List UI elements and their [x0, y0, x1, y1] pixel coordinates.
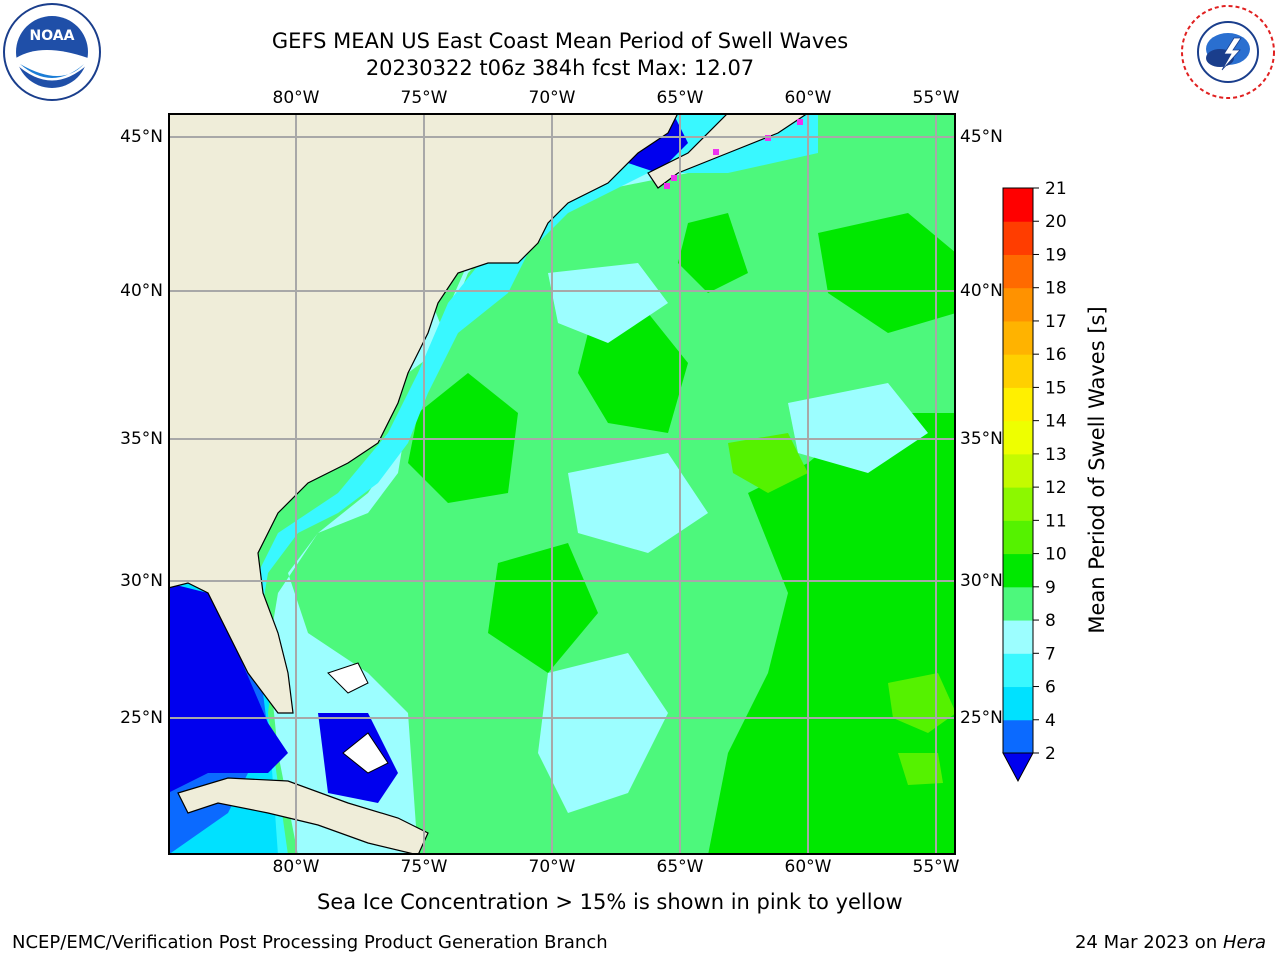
colorbar-swatch: [1003, 453, 1033, 488]
footer-host: Hera: [1222, 932, 1266, 953]
colorbar-swatch: [1003, 188, 1033, 222]
noaa-logo: NOAA: [2, 2, 102, 102]
sea-ice-marker: [664, 183, 670, 189]
colorbar-tick-label: 10: [1045, 545, 1067, 565]
colorbar-swatch: [1003, 387, 1033, 422]
colorbar-swatch: [1003, 487, 1033, 521]
colorbar-tick-label: 18: [1045, 279, 1067, 299]
sea-ice-marker: [797, 119, 803, 125]
contour-band-10-11-east: [708, 413, 956, 855]
footer-date-text: 24 Mar 2023 on: [1074, 932, 1223, 953]
lon-label-top: 70°W: [528, 88, 576, 108]
contour-band-8-9-b: [568, 453, 708, 553]
map-frame: [168, 113, 956, 855]
contour-band-11-12-a: [728, 433, 808, 493]
lat-label-right: 35°N: [960, 429, 1003, 449]
lon-label-top: 60°W: [784, 88, 832, 108]
contour-band-10-11-b: [578, 313, 688, 433]
contour-band-under-2-gulf: [168, 583, 288, 793]
colorbar-tick-label: 14: [1045, 412, 1067, 432]
lon-label-bottom: 55°W: [912, 857, 960, 877]
contour-band-8-9-c: [788, 383, 928, 473]
gridlines: [168, 113, 956, 855]
colorbar-swatch: [1003, 254, 1033, 289]
colorbar-swatch: [1003, 354, 1033, 388]
land-bahamas-north: [327, 662, 369, 694]
contour-band-10-11-e: [678, 213, 748, 293]
colorbar-tick-label: 12: [1045, 478, 1067, 498]
colorbar-swatch: [1003, 586, 1033, 621]
colorbar-frame: [1002, 187, 1034, 754]
chart-subtitle: 20230322 t06z 384h fcst Max: 12.07: [365, 56, 755, 80]
lat-label-right: 40°N: [960, 281, 1003, 301]
colorbar-tick-label: 11: [1045, 511, 1067, 531]
lon-label-bottom: 75°W: [400, 857, 448, 877]
colorbar-tick-label: 8: [1045, 611, 1056, 631]
colorbar-swatch: [1003, 520, 1033, 555]
contour-band-10-11-c: [488, 543, 598, 673]
colorbar-tick-label: 16: [1045, 345, 1067, 365]
colorbar-swatch: [1003, 553, 1033, 588]
lon-label-top: 80°W: [272, 88, 320, 108]
lat-label-right: 45°N: [960, 127, 1003, 147]
colorbar-tick-label: 17: [1045, 312, 1067, 332]
colorbar-tick-label: 21: [1045, 180, 1067, 199]
land-cuba: [177, 777, 429, 855]
svg-text:NOAA: NOAA: [30, 28, 75, 44]
lon-label-bottom: 70°W: [528, 857, 576, 877]
colorbar-swatch: [1003, 320, 1033, 355]
colorbar-swatch: [1003, 420, 1033, 455]
sea-ice-note: Sea Ice Concentration > 15% is shown in …: [317, 890, 903, 914]
lon-label-top: 65°W: [656, 88, 704, 108]
lon-label-top: 75°W: [400, 88, 448, 108]
colorbar-tick-label: 20: [1045, 212, 1067, 232]
colorbar-swatch: [1003, 287, 1033, 322]
colorbar-swatch: [1003, 221, 1033, 255]
contour-band-8-9-d: [538, 653, 668, 813]
lat-label-left: 25°N: [120, 708, 163, 728]
contour-band-6-8-coastal: [228, 113, 818, 855]
colorbar-tick-label: 19: [1045, 245, 1067, 265]
footer-date: 24 Mar 2023 on Hera: [1075, 932, 1266, 953]
contour-band-11-12-c: [898, 753, 943, 785]
colorbar-tick-label: 15: [1045, 378, 1067, 398]
lon-label-bottom: 60°W: [784, 857, 832, 877]
lon-label-bottom: 65°W: [656, 857, 704, 877]
contour-band-8-9-a: [548, 263, 668, 343]
lat-label-left: 35°N: [120, 429, 163, 449]
contour-band-10-11-d: [818, 213, 956, 333]
colorbar-swatch: [1003, 653, 1033, 688]
colorbar-tick-label: 9: [1045, 578, 1056, 598]
colorbar-tick-label: 13: [1045, 445, 1067, 465]
chart-title: GEFS MEAN US East Coast Mean Period of S…: [271, 29, 849, 53]
lat-label-left: 45°N: [120, 127, 163, 147]
lat-label-right: 25°N: [960, 708, 1003, 728]
lon-label-top: 55°W: [912, 88, 960, 108]
colorbar: 2 4 6 7 8 9 10 11 12 13 14 15 16 17 18 19 20 21: [995, 179, 1115, 790]
colorbar-swatch: [1003, 719, 1033, 754]
lat-label-left: 30°N: [120, 571, 163, 591]
colorbar-swatch: [1003, 686, 1033, 721]
lat-label-left: 40°N: [120, 281, 163, 301]
colorbar-tick-label: 7: [1045, 644, 1056, 664]
sea-ice-marker: [713, 149, 719, 155]
footer-credit: NCEP/EMC/Verification Post Processing Pr…: [12, 932, 608, 953]
sea-ice-marker: [671, 175, 677, 181]
nws-logo: [1178, 2, 1278, 102]
colorbar-under-triangle: [1002, 752, 1034, 783]
swell-period-map: [168, 113, 956, 855]
colorbar-tick-label: 4: [1045, 711, 1056, 731]
colorbar-tick-label: 2: [1045, 744, 1056, 764]
colorbar-swatch: [1003, 620, 1033, 654]
colorbar-tick-label: 6: [1045, 678, 1056, 698]
colorbar-title: Mean Period of Swell Waves [s]: [1085, 306, 1109, 634]
lon-label-bottom: 80°W: [272, 857, 320, 877]
land-bahamas-south: [342, 732, 389, 774]
lat-label-right: 30°N: [960, 571, 1003, 591]
